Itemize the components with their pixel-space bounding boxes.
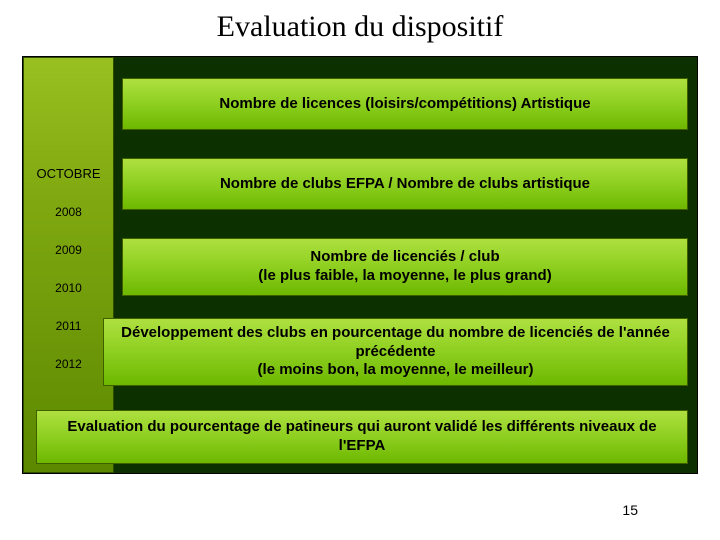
sidebar-label: OCTOBRE <box>24 166 113 181</box>
box-licencies-club: Nombre de licenciés / club(le plus faibl… <box>122 238 688 296</box>
box-text: Evaluation du pourcentage de patineurs q… <box>47 418 677 456</box>
page-number: 15 <box>622 502 638 518</box>
box-clubs-efpa: Nombre de clubs EFPA / Nombre de clubs a… <box>122 158 688 210</box>
sidebar-year: 2008 <box>24 205 113 219</box>
box-developpement: Développement des clubs en pourcentage d… <box>103 318 688 386</box>
box-text: Nombre de licences (loisirs/compétitions… <box>219 95 590 114</box>
sidebar-year: 2009 <box>24 243 113 257</box>
box-evaluation: Evaluation du pourcentage de patineurs q… <box>36 410 688 464</box>
sidebar-year: 2010 <box>24 281 113 295</box>
box-licences: Nombre de licences (loisirs/compétitions… <box>122 78 688 130</box>
box-text: Développement des clubs en pourcentage d… <box>114 324 677 380</box>
box-text: Nombre de clubs EFPA / Nombre de clubs a… <box>220 175 590 194</box>
page-title: Evaluation du dispositif <box>0 0 720 50</box>
sidebar-year: 2012 <box>24 357 113 371</box>
box-text: Nombre de licenciés / club(le plus faibl… <box>258 248 551 286</box>
sidebar-year: 2011 <box>24 319 113 333</box>
